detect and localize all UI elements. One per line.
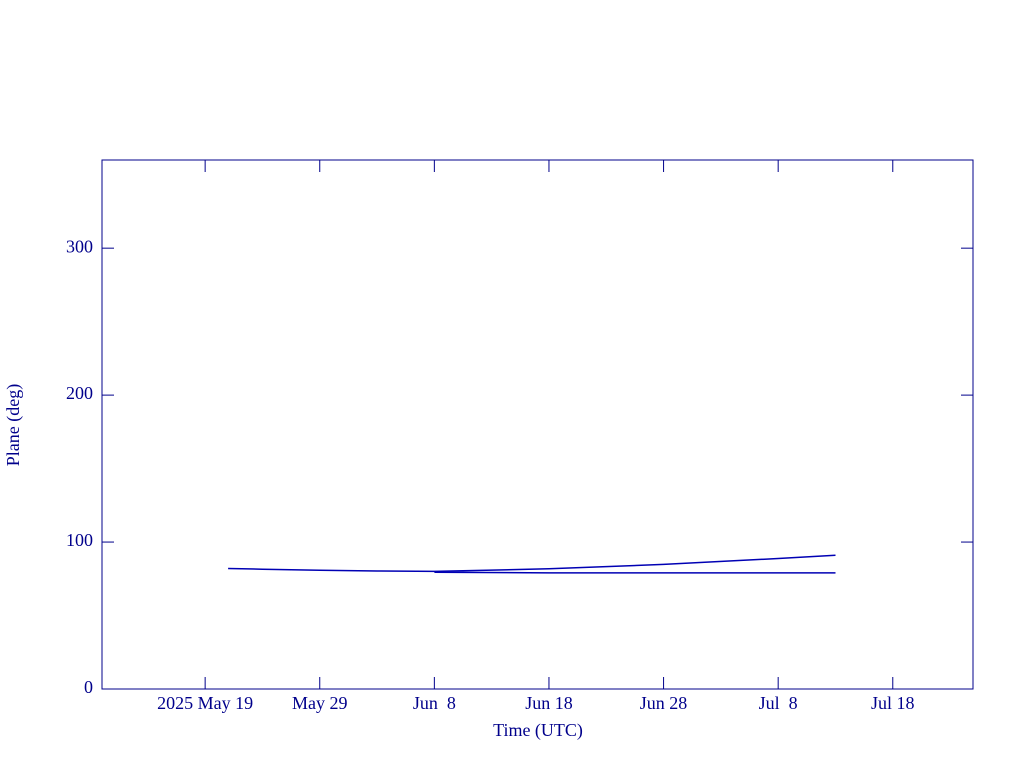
- x-tick-label: Jun 28: [640, 693, 688, 713]
- x-tick-label: Jun 8: [413, 693, 456, 713]
- y-tick-label: 0: [84, 677, 93, 697]
- x-tick-label: Jul 18: [871, 693, 915, 713]
- y-tick-label: 300: [66, 236, 93, 256]
- x-tick-label: Jul 8: [759, 693, 798, 713]
- y-tick-label: 200: [66, 383, 93, 403]
- y-axis-label: Plane (deg): [3, 384, 24, 466]
- plot-frame: [101, 159, 974, 690]
- data-line: [228, 554, 836, 573]
- x-tick-label: May 29: [292, 693, 348, 713]
- y-tick-label: 100: [66, 530, 93, 550]
- data-line: [434, 571, 836, 574]
- x-axis-label: Time (UTC): [493, 720, 583, 741]
- x-tick-label: Jun 18: [525, 693, 573, 713]
- x-tick-label: 2025 May 19: [157, 693, 253, 713]
